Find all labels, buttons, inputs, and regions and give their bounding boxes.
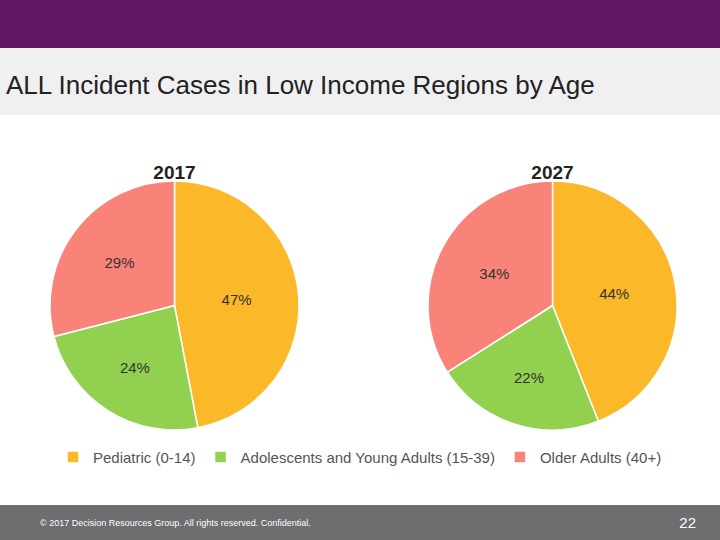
svg-text:34%: 34%: [479, 265, 509, 282]
svg-text:Pediatric (0-14): Pediatric (0-14): [93, 449, 196, 466]
svg-text:24%: 24%: [120, 359, 150, 376]
svg-text:29%: 29%: [105, 254, 135, 271]
html-text:ALL Incident Cases in Low Inco: ALL Incident Cases in Low Income Regions…: [6, 70, 595, 100]
svg-text:44%: 44%: [599, 285, 629, 302]
svg-text:47%: 47%: [222, 291, 252, 308]
svg-text:Adolescents and Young Adults (: Adolescents and Young Adults (15-39): [241, 449, 495, 466]
svg-text:2027: 2027: [531, 162, 573, 183]
html-text:22: 22: [679, 514, 696, 531]
svg-text:22%: 22%: [514, 369, 544, 386]
svg-text:Older Adults (40+): Older Adults (40+): [540, 449, 661, 466]
svg-text:2017: 2017: [153, 162, 195, 183]
html-text:© 2017 Decision Resources Grou: © 2017 Decision Resources Group. All rig…: [40, 518, 311, 528]
